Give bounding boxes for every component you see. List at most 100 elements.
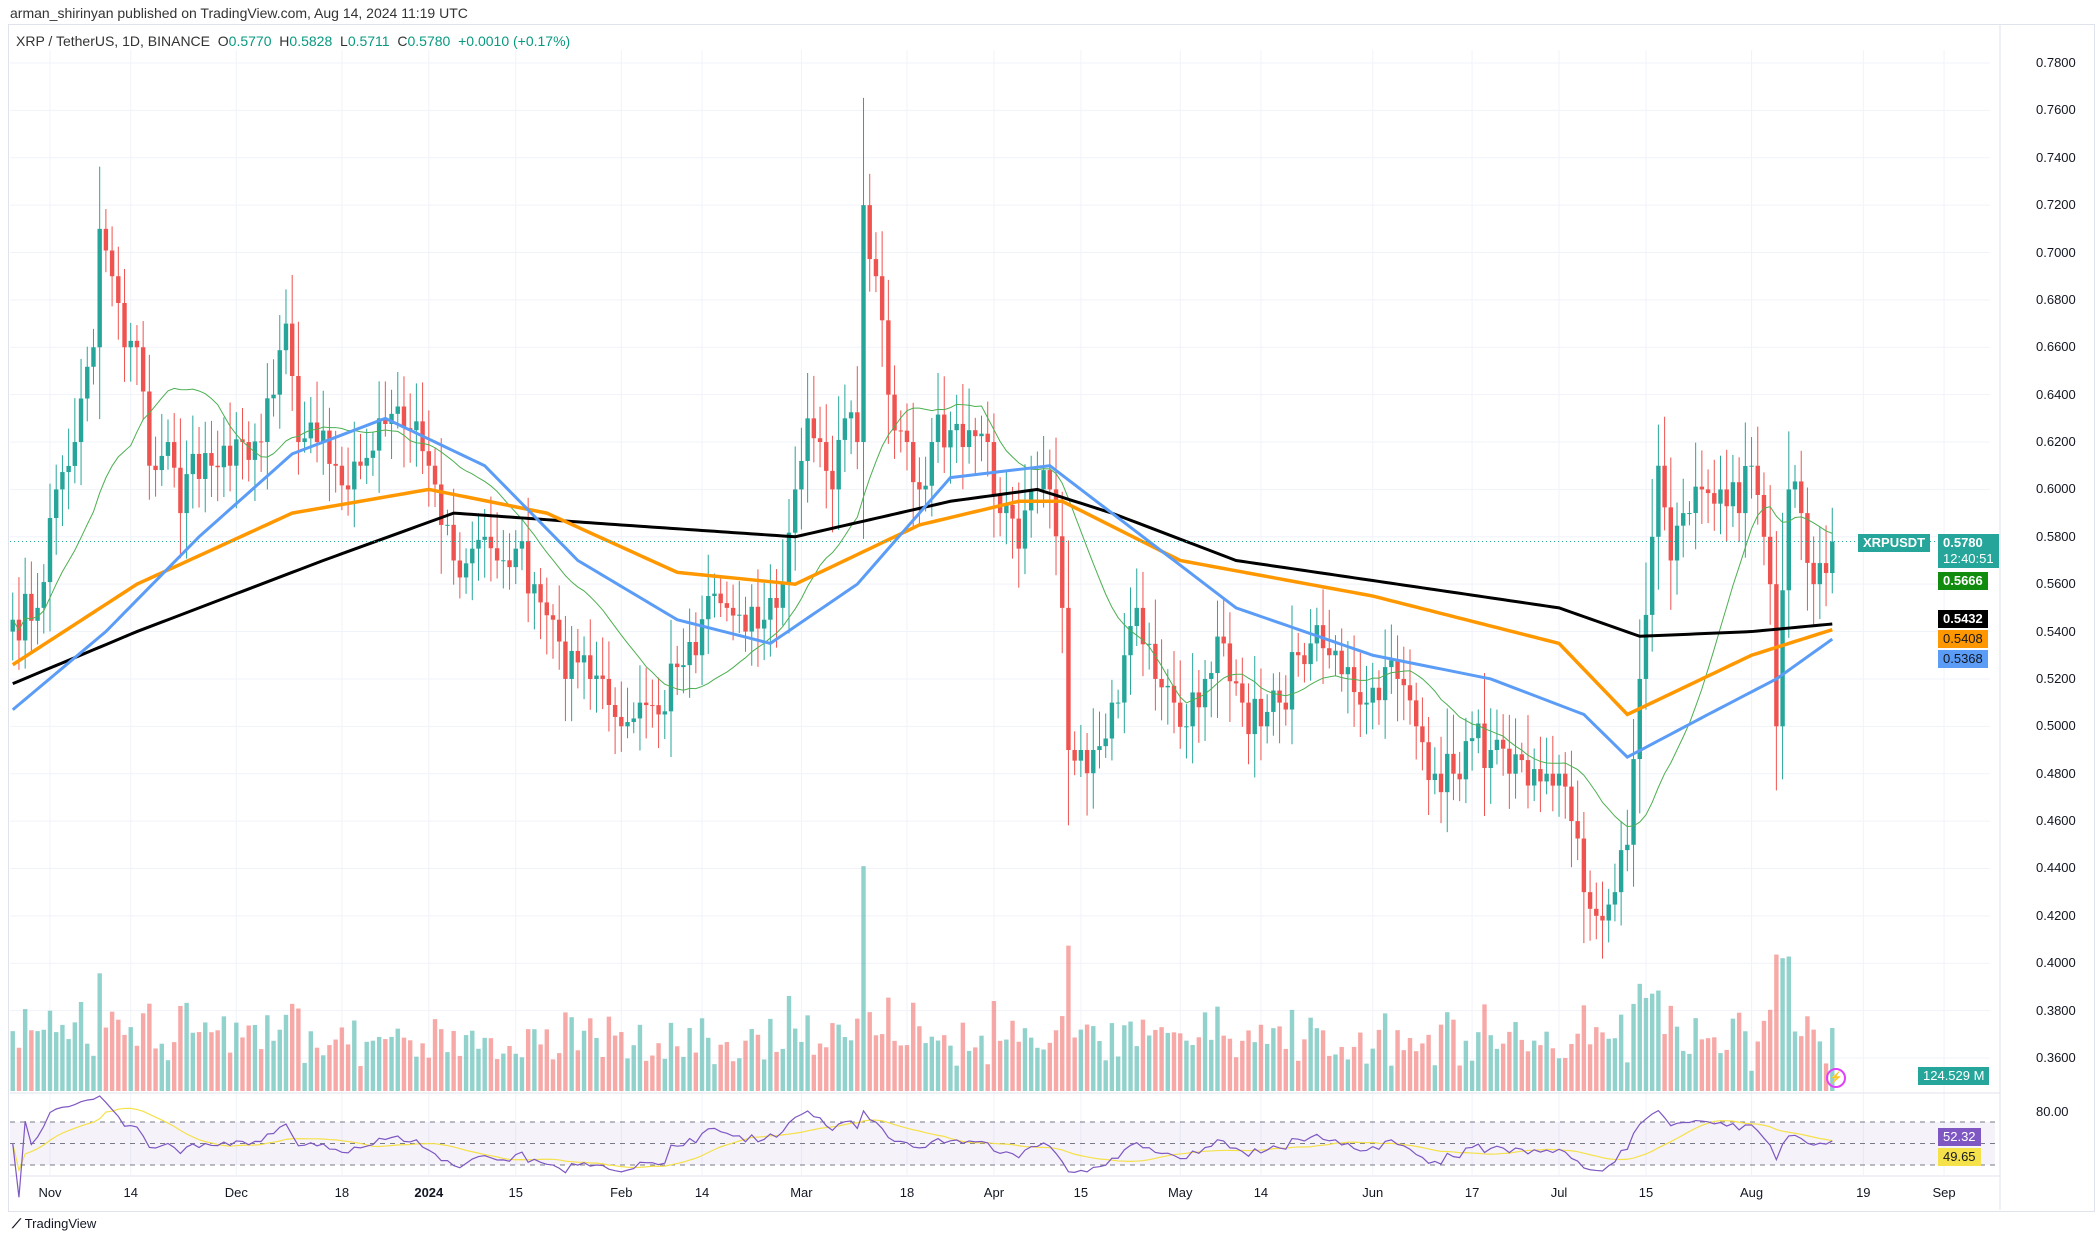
candle-body bbox=[1333, 650, 1338, 656]
volume-bar bbox=[172, 1042, 177, 1091]
volume-bar bbox=[1066, 945, 1071, 1091]
candle-body bbox=[904, 430, 910, 443]
volume-bar bbox=[532, 1029, 537, 1091]
volume-bar bbox=[1432, 1065, 1438, 1091]
volume-bar bbox=[1296, 1060, 1301, 1091]
candle-body bbox=[109, 250, 115, 277]
volume-bar bbox=[1190, 1045, 1195, 1091]
candle-body bbox=[370, 450, 376, 458]
logo-icon: ⟋ bbox=[12, 1216, 25, 1231]
price-axis-label: 0.5000 bbox=[2036, 718, 2076, 734]
volume-bar bbox=[234, 1022, 239, 1091]
volume-bar bbox=[1662, 1034, 1667, 1091]
volume-bar bbox=[625, 1058, 630, 1091]
candle-body bbox=[1010, 504, 1015, 519]
candle-body bbox=[358, 461, 363, 466]
price-axis-label: 0.4200 bbox=[2036, 907, 2076, 923]
volume-bar bbox=[1500, 1043, 1506, 1091]
volume-bar bbox=[917, 1026, 922, 1091]
candle-body bbox=[935, 414, 941, 443]
volume-bar bbox=[463, 1035, 469, 1091]
volume-bar bbox=[557, 1053, 562, 1091]
candle-body bbox=[917, 482, 922, 490]
lightning-icon[interactable]: ⚡ bbox=[1826, 1068, 1846, 1088]
price-axis-label: 0.5800 bbox=[2036, 528, 2076, 544]
candle-body bbox=[1681, 513, 1686, 526]
candle-body bbox=[1488, 750, 1493, 768]
candle-body bbox=[1103, 738, 1108, 747]
candle-body bbox=[1097, 746, 1102, 751]
volume-bar bbox=[35, 1031, 40, 1091]
volume-bar bbox=[737, 1058, 742, 1091]
candle-body bbox=[128, 340, 133, 348]
candle-body bbox=[1202, 678, 1208, 708]
volume-bar bbox=[22, 1009, 28, 1091]
volume-bar bbox=[1618, 1014, 1624, 1091]
candle-body bbox=[339, 465, 345, 486]
volume-bar bbox=[240, 1037, 245, 1091]
volume-bar bbox=[1643, 997, 1649, 1091]
candle-body bbox=[271, 394, 276, 399]
volume-bar bbox=[886, 997, 891, 1091]
volume-bar bbox=[712, 1064, 717, 1091]
candle-body bbox=[1438, 773, 1444, 793]
volume-bar bbox=[1258, 1024, 1264, 1091]
volume-bar bbox=[836, 1024, 841, 1091]
candle-body bbox=[1134, 607, 1139, 627]
candle-body bbox=[1308, 643, 1313, 665]
candle-body bbox=[525, 541, 531, 594]
volume-bar bbox=[314, 1047, 320, 1091]
candle-body bbox=[1563, 773, 1568, 787]
volume-bar bbox=[451, 1030, 456, 1091]
candle-body bbox=[1786, 489, 1791, 591]
time-axis-label: Aug bbox=[1739, 1185, 1764, 1200]
volume-bar bbox=[432, 1019, 438, 1091]
candle-body bbox=[1432, 773, 1438, 781]
candle-body bbox=[54, 489, 59, 519]
candle-body bbox=[85, 366, 90, 399]
ma20-tag: 0.5666 bbox=[1938, 572, 1988, 590]
volume-bar bbox=[1271, 1028, 1276, 1091]
volume-bar bbox=[1053, 1030, 1059, 1091]
candle-body bbox=[122, 303, 127, 348]
candle-body bbox=[668, 663, 674, 712]
candle-body bbox=[78, 398, 84, 443]
close-label: C bbox=[397, 33, 408, 49]
candle-body bbox=[258, 441, 264, 443]
open-value: 0.5770 bbox=[228, 33, 272, 49]
volume-bar bbox=[1792, 1031, 1798, 1091]
volume-bar bbox=[97, 973, 102, 1091]
volume-bar bbox=[1550, 1048, 1556, 1091]
tradingview-logo[interactable]: ⟋ TradingView bbox=[12, 1216, 96, 1232]
price-axis-label: 0.6800 bbox=[2036, 291, 2076, 307]
volume-bar bbox=[774, 1051, 779, 1091]
candle-body bbox=[432, 465, 438, 485]
volume-bar bbox=[693, 1052, 699, 1091]
candle-body bbox=[1190, 692, 1195, 727]
volume-bar bbox=[1656, 990, 1661, 1091]
candle-body bbox=[513, 548, 518, 568]
candle-body bbox=[1749, 465, 1754, 467]
candle-body bbox=[594, 675, 599, 679]
candle-body bbox=[1370, 687, 1375, 703]
volume-bar bbox=[1749, 1070, 1754, 1091]
volume-bar bbox=[457, 1055, 463, 1091]
candle-body bbox=[1482, 723, 1487, 768]
candle-body bbox=[147, 391, 152, 466]
volume-bar bbox=[1786, 956, 1791, 1091]
symbol-title[interactable]: XRP / TetherUS, 1D, BINANCE bbox=[16, 33, 210, 49]
volume-bar bbox=[650, 1055, 655, 1091]
candle-body bbox=[134, 340, 140, 348]
candle-body bbox=[706, 596, 711, 620]
candle-body bbox=[116, 276, 121, 304]
volume-bar bbox=[296, 1008, 301, 1091]
volume-bar bbox=[867, 1012, 872, 1091]
candle-body bbox=[544, 602, 549, 616]
candle-body bbox=[376, 418, 382, 451]
volume-bar bbox=[271, 1040, 276, 1091]
candle-body bbox=[153, 465, 158, 471]
volume-bar bbox=[196, 1032, 202, 1091]
volume-bar bbox=[637, 1024, 643, 1091]
last-price: 0.5780 bbox=[1943, 535, 1983, 550]
